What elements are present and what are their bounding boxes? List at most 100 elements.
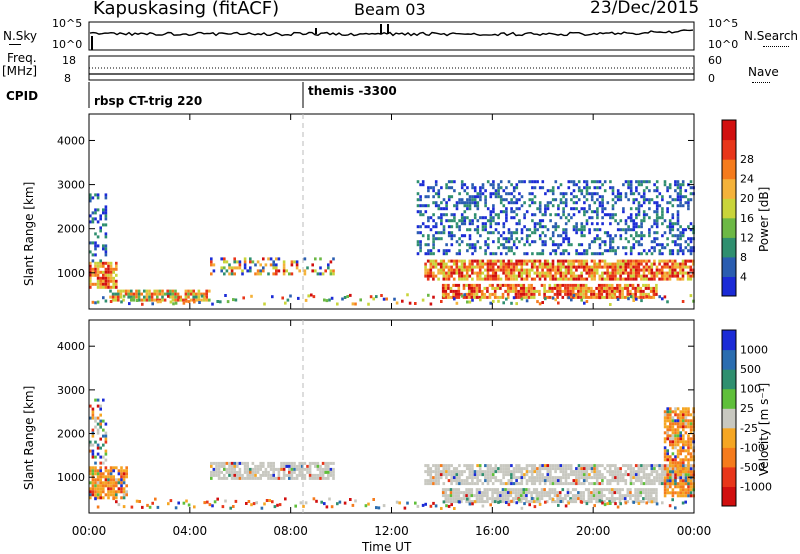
power-cell-1541 bbox=[492, 183, 495, 187]
velocity-cell-793 bbox=[603, 476, 607, 480]
power-cell-1469 bbox=[471, 243, 474, 247]
velocity-cell-422 bbox=[426, 473, 430, 477]
power-cell-217 bbox=[176, 298, 180, 302]
velocity-cell-883 bbox=[647, 482, 651, 486]
power-cell-1992 bbox=[619, 234, 623, 238]
velocity-cell-1074 bbox=[499, 494, 502, 498]
velocity-cell-765 bbox=[590, 467, 594, 471]
velocity-cell-242 bbox=[236, 473, 239, 477]
power-cell-833 bbox=[640, 274, 643, 278]
velocity-cell-622 bbox=[525, 470, 529, 474]
velocity-cell-292 bbox=[264, 473, 268, 477]
velocity-cell-1281 bbox=[636, 491, 640, 495]
velocity-cell-992 bbox=[449, 488, 453, 492]
power-cell-1502 bbox=[481, 183, 485, 187]
power-cell-679 bbox=[569, 277, 573, 281]
power-cell-1864 bbox=[583, 252, 586, 256]
velocity-cell-1484 bbox=[682, 416, 685, 420]
power-cell-512 bbox=[494, 277, 498, 281]
power-cell-272 bbox=[230, 269, 234, 273]
velocity-cell-1660 bbox=[338, 500, 342, 504]
velocity-cell-241 bbox=[236, 470, 239, 474]
velocity-cell-706 bbox=[564, 464, 568, 468]
power-cell-912 bbox=[676, 277, 680, 281]
power-cell-2022 bbox=[629, 207, 633, 211]
power-cell-1804 bbox=[567, 213, 571, 217]
power-cell-299 bbox=[256, 272, 260, 276]
power-cell-2381 bbox=[585, 300, 589, 303]
power-cell-555 bbox=[515, 262, 518, 266]
power-cell-1493 bbox=[476, 240, 480, 244]
power-cell-1329 bbox=[432, 243, 435, 247]
velocity-cell-1442 bbox=[676, 443, 680, 447]
power-cell-2233 bbox=[681, 204, 685, 208]
power-cell-361 bbox=[424, 268, 427, 272]
power-cell-945 bbox=[441, 286, 445, 290]
power-cell-1210 bbox=[618, 286, 622, 290]
power-cell-1395 bbox=[450, 243, 454, 247]
power-cell-1684 bbox=[531, 231, 534, 235]
velocity-cell-1446 bbox=[676, 461, 680, 465]
velocity-cell-1389 bbox=[671, 425, 675, 429]
velocity-cell-392 bbox=[321, 470, 325, 474]
power-cell-2092 bbox=[645, 198, 649, 202]
velocity-cell-78 bbox=[109, 481, 113, 485]
velocity-cell-1006 bbox=[454, 500, 458, 504]
power-cell-646 bbox=[556, 271, 560, 275]
velocity-cell-888 bbox=[650, 479, 654, 483]
velocity-cell-1077 bbox=[501, 488, 505, 492]
power-cell-1115 bbox=[561, 295, 565, 299]
velocity-cell-782 bbox=[598, 464, 602, 468]
velocity-cell-1151 bbox=[545, 500, 549, 504]
power-cell-31 bbox=[99, 276, 102, 280]
power-cell-2044 bbox=[635, 198, 638, 202]
velocity-cell-125 bbox=[125, 466, 128, 470]
power-cell-1939 bbox=[603, 207, 607, 211]
velocity-cell-195 bbox=[212, 467, 216, 471]
power-cell-752 bbox=[606, 271, 609, 275]
velocity-cell-1371 bbox=[669, 437, 672, 441]
power-cell-1891 bbox=[590, 222, 594, 226]
velocity-cell-1251 bbox=[616, 488, 619, 492]
power-cell-682 bbox=[572, 265, 576, 269]
power-cell-2369 bbox=[536, 300, 539, 304]
power-cell-87 bbox=[89, 250, 92, 254]
power-cell-441 bbox=[463, 262, 466, 266]
velocity-cell-1467 bbox=[679, 452, 682, 456]
velocity-cell-31 bbox=[96, 478, 100, 482]
velocity-cell-344 bbox=[293, 476, 296, 480]
power-ytick-label-1: 2000 bbox=[57, 223, 85, 236]
power-cell-402 bbox=[445, 265, 448, 269]
power-cell-1680 bbox=[531, 198, 534, 202]
velocity-cell-632 bbox=[530, 470, 534, 474]
power-cell-1255 bbox=[647, 292, 650, 296]
power-cell-1760 bbox=[554, 243, 558, 247]
power-cell-601 bbox=[536, 274, 539, 278]
velocity-cell-920 bbox=[666, 464, 669, 468]
power-cell-758 bbox=[608, 274, 612, 278]
power-cell-944 bbox=[441, 283, 445, 287]
velocity-cell-618 bbox=[523, 473, 526, 477]
power-cell-2161 bbox=[666, 201, 669, 205]
power-cell-2376 bbox=[567, 296, 570, 300]
velocity-cell-1196 bbox=[579, 494, 583, 498]
velocity-cell-1316 bbox=[663, 410, 667, 414]
power-cell-537 bbox=[507, 268, 511, 272]
power-cell-813 bbox=[632, 268, 635, 272]
velocity-cell-51 bbox=[102, 481, 105, 485]
power-cell-1351 bbox=[440, 201, 443, 205]
power-cell-2185 bbox=[671, 234, 675, 238]
power-cell-225 bbox=[187, 289, 190, 293]
velocity-cell-1413 bbox=[674, 428, 677, 432]
velocity-cell-202 bbox=[215, 473, 218, 477]
velocity-cell-1147 bbox=[543, 491, 546, 495]
power-cell-127 bbox=[104, 223, 108, 227]
power-cell-1951 bbox=[609, 186, 612, 190]
power-cell-738 bbox=[598, 277, 602, 281]
power-cell-1653 bbox=[520, 204, 524, 208]
velocity-cell-862 bbox=[640, 467, 643, 471]
power-cell-971 bbox=[457, 289, 461, 293]
power-cell-507 bbox=[494, 259, 498, 263]
power-cell-2080 bbox=[642, 192, 646, 196]
power-cell-1730 bbox=[544, 240, 547, 244]
